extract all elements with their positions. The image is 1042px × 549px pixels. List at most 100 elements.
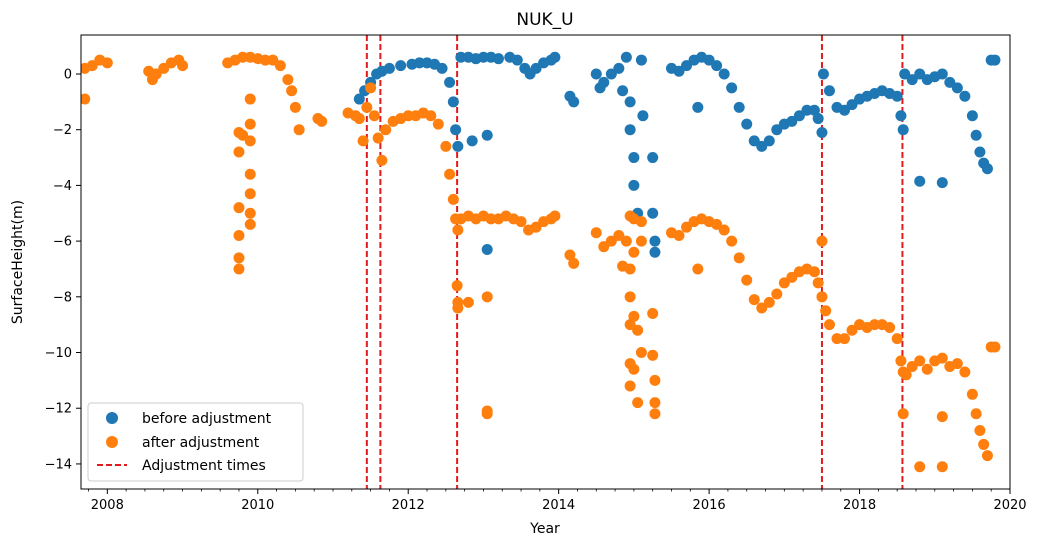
after-adjustment-point bbox=[635, 235, 647, 247]
after-adjustment-point bbox=[649, 374, 661, 386]
after-adjustment-point bbox=[914, 355, 926, 367]
x-tick-label: 2014 bbox=[542, 498, 575, 513]
after-adjustment-point bbox=[951, 358, 963, 370]
before-adjustment-point bbox=[568, 96, 580, 108]
legend-label-before: before adjustment bbox=[142, 411, 272, 427]
x-tick-label: 2018 bbox=[843, 498, 876, 513]
after-adjustment-point bbox=[628, 363, 640, 375]
y-axis-label: SurfaceHeight(m) bbox=[10, 200, 26, 324]
x-axis: 2008 2010 2012 2014 2016 2018 2020 bbox=[88, 489, 1027, 513]
before-adjustment-point bbox=[598, 76, 610, 88]
after-adjustment-point bbox=[590, 227, 602, 239]
after-adjustment-point bbox=[936, 461, 948, 473]
after-adjustment-point bbox=[624, 380, 636, 392]
after-adjustment-point bbox=[233, 263, 245, 275]
legend-label-after: after adjustment bbox=[142, 435, 260, 451]
after-adjustment-point bbox=[452, 302, 464, 314]
after-adjustment-point bbox=[372, 132, 384, 144]
x-tick-label: 2008 bbox=[91, 498, 124, 513]
before-adjustment-point bbox=[936, 68, 948, 80]
after-adjustment-point bbox=[259, 54, 271, 66]
after-adjustment-point bbox=[748, 294, 760, 306]
after-adjustment-point bbox=[620, 235, 632, 247]
before-adjustment-point bbox=[436, 62, 448, 74]
after-adjustment-point bbox=[233, 230, 245, 242]
before-adjustment-point bbox=[624, 124, 636, 136]
before-adjustment-point bbox=[649, 235, 661, 247]
after-adjustment-point bbox=[376, 154, 388, 166]
legend-label-adjustment: Adjustment times bbox=[142, 458, 266, 474]
after-adjustment-point bbox=[906, 360, 918, 372]
before-adjustment-point bbox=[492, 53, 504, 65]
after-adjustment-point bbox=[440, 140, 452, 152]
after-adjustment-point bbox=[444, 168, 456, 180]
after-adjustment-point bbox=[244, 118, 256, 130]
legend: before adjustment after adjustment Adjus… bbox=[87, 402, 304, 482]
after-adjustment-point bbox=[274, 60, 286, 72]
after-adjustment-point bbox=[564, 249, 576, 261]
y-tick-label: −2 bbox=[53, 123, 72, 138]
after-adjustment-point bbox=[530, 221, 542, 233]
before-adjustment-point bbox=[839, 104, 851, 116]
after-adjustment-point bbox=[763, 296, 775, 308]
after-adjustment-point bbox=[808, 266, 820, 278]
after-adjustment-point bbox=[673, 230, 685, 242]
after-adjustment-point bbox=[632, 397, 644, 409]
after-adjustment-point bbox=[613, 230, 625, 242]
before-adjustment-point bbox=[966, 110, 978, 122]
before-adjustment-point bbox=[981, 163, 993, 175]
after-adjustment-point bbox=[647, 349, 659, 361]
before-adjustment-point bbox=[793, 110, 805, 122]
after-adjustment-point bbox=[624, 319, 636, 331]
before-adjustment-point bbox=[944, 76, 956, 88]
after-adjustment-point bbox=[649, 397, 661, 409]
after-adjustment-point bbox=[402, 110, 414, 122]
after-adjustment-point bbox=[624, 291, 636, 303]
legend-marker-before bbox=[106, 412, 118, 424]
after-adjustment-point bbox=[628, 310, 640, 322]
before-adjustment-point bbox=[673, 65, 685, 77]
after-adjustment-point bbox=[692, 263, 704, 275]
plot-area bbox=[81, 35, 1001, 489]
after-adjustment-point bbox=[816, 235, 828, 247]
after-adjustment-point bbox=[897, 408, 909, 420]
after-adjustment-point bbox=[244, 218, 256, 230]
after-adjustment-point bbox=[921, 363, 933, 375]
before-adjustment-point bbox=[590, 68, 602, 80]
before-adjustment-point bbox=[816, 126, 828, 138]
after-adjustment-point bbox=[244, 207, 256, 219]
after-adjustment-point bbox=[741, 274, 753, 286]
before-adjustment-point bbox=[692, 101, 704, 113]
before-adjustment-point bbox=[899, 68, 911, 80]
after-adjustment-point bbox=[771, 288, 783, 300]
after-adjustment-point bbox=[756, 302, 768, 314]
after-adjustment-point bbox=[267, 54, 279, 66]
after-adjustment-point bbox=[598, 241, 610, 253]
after-adjustment-point bbox=[733, 252, 745, 264]
after-adjustment-point bbox=[786, 271, 798, 283]
before-adjustment-point bbox=[628, 179, 640, 191]
after-adjustment-point bbox=[286, 85, 298, 97]
after-adjustment-point bbox=[647, 308, 659, 320]
after-adjustment-point bbox=[895, 355, 907, 367]
after-adjustment-point bbox=[447, 193, 459, 205]
x-axis-label: Year bbox=[529, 521, 560, 537]
after-adjustment-point bbox=[981, 450, 993, 462]
after-adjustment-point bbox=[452, 224, 464, 236]
before-adjustment-point bbox=[455, 51, 467, 63]
after-adjustment-point bbox=[237, 129, 249, 141]
after-adjustment-point bbox=[316, 115, 328, 127]
before-adjustment-point bbox=[624, 96, 636, 108]
after-adjustment-point bbox=[81, 93, 91, 105]
after-adjustment-point bbox=[361, 101, 373, 113]
after-adjustment-point bbox=[101, 57, 113, 69]
before-adjustment-point bbox=[786, 115, 798, 127]
before-adjustment-point bbox=[481, 129, 493, 141]
before-adjustment-point bbox=[477, 51, 489, 63]
before-adjustment-point bbox=[414, 57, 426, 69]
x-tick-label: 2016 bbox=[693, 498, 726, 513]
after-adjustment-point bbox=[380, 124, 392, 136]
chart-title: NUK_U bbox=[516, 10, 573, 30]
after-adjustment-point bbox=[244, 188, 256, 200]
after-adjustment-point bbox=[549, 210, 561, 222]
